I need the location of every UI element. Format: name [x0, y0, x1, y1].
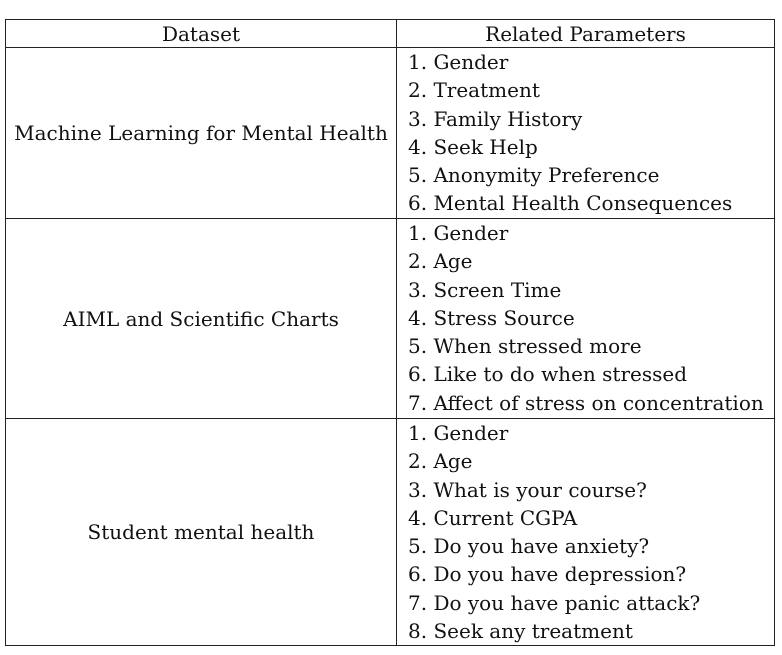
list-item: 3. Screen Time	[408, 277, 562, 302]
list-item: 6. Do you have depression?	[408, 562, 687, 587]
parameter-cell: 1. Gender 2. Age 3. What is your course?…	[396, 417, 775, 647]
table-row: Student mental health 1. Gender 2. Age 3…	[5, 417, 775, 647]
dataset-name: Student mental health	[5, 417, 397, 647]
parameter-cell: 1. Gender 2. Treatment 3. Family History…	[396, 47, 775, 219]
list-item: 1. Gender	[408, 50, 509, 74]
header-related-parameters: Related Parameters	[396, 19, 775, 48]
header-row: Dataset Related Parameters	[5, 19, 775, 48]
parameter-list: 1. Gender 2. Treatment 3. Family History…	[397, 48, 774, 218]
parameter-list: 1. Gender 2. Age 3. Screen Time 4. Stres…	[397, 219, 774, 417]
list-item: 2. Treatment	[408, 78, 540, 103]
dataset-parameters-table: Dataset Related Parameters Machine Learn…	[5, 19, 775, 647]
list-item: 2. Age	[408, 249, 473, 274]
list-item: 5. Do you have anxiety?	[408, 534, 650, 559]
parameter-cell: 1. Gender 2. Age 3. Screen Time 4. Stres…	[396, 218, 775, 419]
list-item: 7. Do you have panic attack?	[408, 590, 701, 615]
table-row: AIML and Scientific Charts 1. Gender 2. …	[5, 218, 775, 419]
list-item: 5. Anonymity Preference	[408, 163, 660, 188]
list-item: 1. Gender	[408, 421, 509, 445]
header-dataset: Dataset	[5, 19, 397, 48]
list-item: 2. Age	[408, 449, 473, 474]
list-item: 3. What is your course?	[408, 477, 647, 502]
list-item: 6. Mental Health Consequences	[408, 191, 733, 216]
list-item: 1. Gender	[408, 221, 509, 245]
dataset-name: AIML and Scientific Charts	[5, 218, 397, 419]
list-item: 4. Seek Help	[408, 134, 538, 159]
table-row: Machine Learning for Mental Health 1. Ge…	[5, 47, 775, 219]
list-item: 3. Family History	[408, 106, 583, 131]
list-item: 7. Affect of stress on concentration	[408, 390, 764, 415]
list-item: 8. Seek any treatment	[408, 619, 633, 644]
list-item: 4. Stress Source	[408, 305, 575, 330]
list-item: 5. When stressed more	[408, 334, 642, 359]
dataset-name: Machine Learning for Mental Health	[5, 47, 397, 219]
list-item: 4. Current CGPA	[408, 505, 578, 530]
list-item: 6. Like to do when stressed	[408, 362, 688, 387]
parameter-list: 1. Gender 2. Age 3. What is your course?…	[397, 419, 774, 645]
